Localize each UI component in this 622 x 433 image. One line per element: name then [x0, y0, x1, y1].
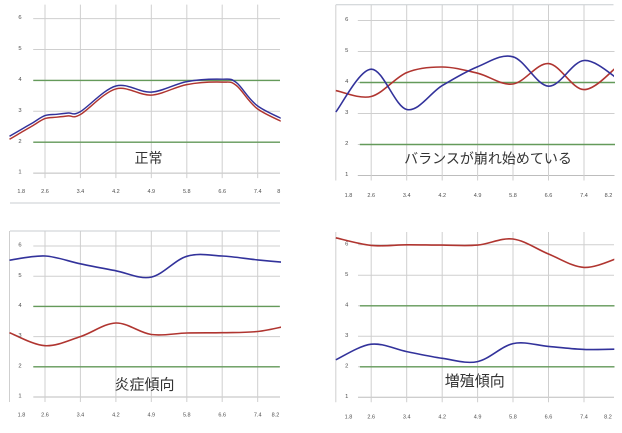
- svg-text:4: 4: [18, 303, 22, 309]
- svg-text:6: 6: [18, 243, 21, 249]
- svg-text:3.4: 3.4: [403, 193, 411, 199]
- svg-text:8.2: 8.2: [272, 413, 280, 419]
- svg-text:4.2: 4.2: [438, 415, 446, 421]
- svg-text:1: 1: [18, 394, 21, 400]
- svg-text:1.8: 1.8: [345, 415, 353, 421]
- svg-text:7.4: 7.4: [580, 415, 588, 421]
- svg-text:7.4: 7.4: [254, 189, 262, 195]
- svg-text:2.6: 2.6: [41, 189, 49, 195]
- svg-text:8: 8: [277, 189, 280, 195]
- svg-text:2: 2: [18, 139, 21, 145]
- svg-text:1: 1: [18, 170, 21, 176]
- svg-text:4.2: 4.2: [438, 193, 446, 199]
- svg-text:1.8: 1.8: [345, 193, 353, 199]
- svg-text:1: 1: [345, 172, 348, 178]
- svg-text:1: 1: [345, 394, 348, 400]
- svg-text:2.6: 2.6: [367, 193, 375, 199]
- svg-text:6: 6: [18, 15, 21, 21]
- svg-text:2: 2: [345, 363, 348, 369]
- svg-text:5.8: 5.8: [183, 413, 191, 419]
- svg-text:6: 6: [345, 17, 348, 23]
- svg-text:5.8: 5.8: [509, 415, 517, 421]
- svg-text:1.8: 1.8: [17, 189, 25, 195]
- svg-text:5.8: 5.8: [183, 189, 191, 195]
- svg-text:正常: 正常: [135, 150, 163, 166]
- svg-text:3: 3: [345, 110, 348, 116]
- svg-text:5: 5: [18, 273, 21, 279]
- svg-text:7.4: 7.4: [580, 193, 588, 199]
- svg-text:4: 4: [345, 79, 349, 85]
- svg-text:5: 5: [345, 48, 348, 54]
- svg-text:3.4: 3.4: [77, 413, 85, 419]
- svg-text:4.9: 4.9: [474, 415, 482, 421]
- svg-text:4.9: 4.9: [474, 193, 482, 199]
- svg-text:3.4: 3.4: [77, 189, 85, 195]
- svg-text:2.6: 2.6: [367, 415, 375, 421]
- svg-text:4.9: 4.9: [147, 413, 155, 419]
- svg-text:6.6: 6.6: [218, 413, 226, 419]
- svg-text:2: 2: [18, 363, 21, 369]
- svg-text:8.2: 8.2: [605, 193, 613, 199]
- svg-text:3: 3: [18, 108, 21, 114]
- svg-text:4: 4: [18, 77, 22, 83]
- svg-text:6.6: 6.6: [545, 193, 553, 199]
- svg-text:6: 6: [345, 241, 348, 247]
- svg-text:2: 2: [345, 141, 348, 147]
- svg-text:4: 4: [345, 302, 349, 308]
- svg-text:2.6: 2.6: [41, 413, 49, 419]
- svg-text:3: 3: [18, 333, 21, 339]
- svg-text:増殖傾向: 増殖傾向: [445, 373, 505, 390]
- svg-text:6.6: 6.6: [218, 189, 226, 195]
- svg-text:3.4: 3.4: [403, 415, 411, 421]
- svg-text:7.4: 7.4: [254, 413, 262, 419]
- svg-text:3: 3: [345, 333, 348, 339]
- svg-text:5.8: 5.8: [509, 193, 517, 199]
- svg-text:炎症傾向: 炎症傾向: [114, 377, 174, 394]
- svg-text:5: 5: [345, 272, 348, 278]
- svg-text:バランスが崩れ始めている: バランスが崩れ始めている: [404, 151, 572, 167]
- svg-text:6.6: 6.6: [545, 415, 553, 421]
- svg-text:5: 5: [18, 46, 21, 52]
- svg-text:4.2: 4.2: [112, 189, 120, 195]
- svg-text:1.8: 1.8: [18, 413, 26, 419]
- svg-text:8.2: 8.2: [604, 415, 612, 421]
- svg-text:4.2: 4.2: [112, 413, 120, 419]
- svg-text:4.9: 4.9: [147, 189, 155, 195]
